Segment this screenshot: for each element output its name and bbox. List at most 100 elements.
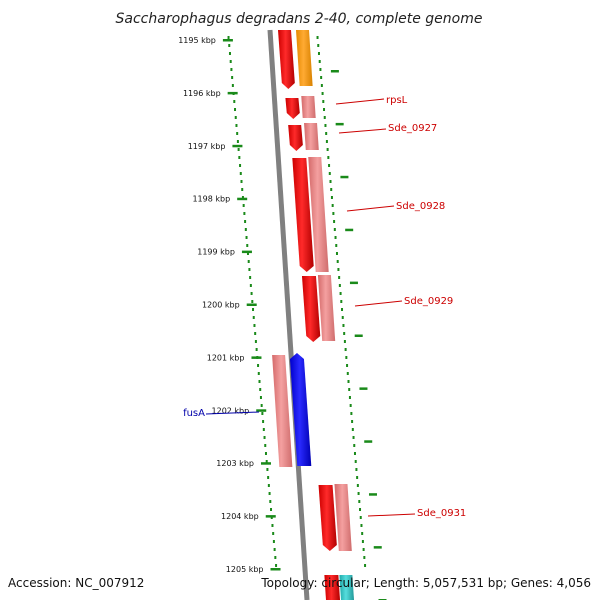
ruler-dot-right — [329, 180, 332, 183]
ruler-tick — [246, 303, 257, 306]
ruler-dot-right — [361, 532, 364, 535]
gene-label-leader — [338, 128, 387, 134]
ruler-tick — [260, 462, 271, 465]
ruler-dot-right — [322, 100, 325, 103]
ruler-dot-right — [325, 140, 328, 143]
ruler-dot-right — [333, 228, 336, 231]
ruler-tick — [237, 197, 248, 201]
ruler-dot-left — [242, 204, 245, 207]
ruler-tick — [265, 515, 276, 518]
ruler-dot-right — [346, 364, 349, 367]
ruler-dot-left — [258, 380, 261, 383]
ruler-dot-right — [318, 60, 321, 63]
ruler-dot-left — [243, 212, 246, 215]
ruler-tick-label: 1196 kbp — [183, 89, 221, 98]
ruler-tick — [251, 356, 262, 359]
ruler-dot-right — [332, 212, 335, 215]
feature-rpsL — [301, 96, 316, 118]
ruler-dot-right — [327, 156, 330, 159]
ruler-dot-left — [252, 308, 255, 311]
ruler-tick-label: 1200 kbp — [202, 301, 240, 310]
gene-arrow-sde-0931 — [318, 485, 337, 551]
ruler-dot-right — [353, 444, 356, 447]
gene-label-leader — [335, 98, 385, 105]
feature-sde-0931 — [334, 484, 352, 551]
ruler — [227, 36, 367, 567]
ruler-dot-left — [273, 548, 276, 551]
ruler-tick-label: 1198 kbp — [192, 195, 230, 204]
ruler-dot-left — [229, 60, 232, 63]
gene-track — [278, 30, 340, 600]
ruler-dot-left — [239, 172, 242, 175]
feature-cyan — [339, 575, 354, 600]
ruler-dot-right — [349, 404, 352, 407]
ruler-dot-right — [334, 236, 337, 239]
ruler-tick — [222, 39, 233, 42]
ruler-dot-right — [341, 316, 344, 319]
ruler-dot-left — [247, 260, 250, 263]
ruler-tick-label: 1203 kbp — [216, 459, 254, 468]
ruler-dot-left — [241, 196, 244, 199]
gene-arrow — [324, 575, 340, 600]
ruler-dot-left — [269, 500, 272, 503]
gene-label: Sde_0931 — [417, 508, 466, 519]
gene-label-leader — [367, 513, 416, 517]
ruler-dot-left — [260, 404, 263, 407]
ruler-dot-left — [244, 228, 247, 231]
gene-label-leader — [205, 411, 260, 415]
ruler-dot-left — [275, 564, 278, 567]
ruler-dot-left — [257, 372, 260, 375]
gene-label-leader — [346, 205, 395, 212]
ruler-dot-right — [338, 284, 341, 287]
ruler-dot-right — [335, 244, 338, 247]
ruler-dot-right — [356, 476, 359, 479]
ruler-dot-right — [360, 524, 363, 527]
ruler-dot-left — [267, 484, 270, 487]
ruler-dot-right — [362, 548, 365, 551]
ruler-dot-left — [252, 316, 255, 319]
gene-arrow — [278, 30, 295, 89]
ruler-tick-right — [330, 70, 339, 73]
ruler-dot-right — [347, 380, 350, 383]
ruler-dot-right — [351, 428, 354, 431]
gene-label: fusA — [183, 408, 205, 419]
ruler-tick-right — [354, 334, 363, 337]
gene-label: Sde_0927 — [388, 123, 437, 134]
ruler-tick-label: 1201 kbp — [207, 353, 245, 362]
ruler-tick-right — [368, 493, 377, 496]
feature-sde-0928 — [308, 157, 329, 272]
ruler-dot-left — [264, 444, 267, 447]
ruler-tick-right — [359, 387, 368, 390]
ruler-dot-right — [338, 276, 341, 279]
ruler-dot-right — [359, 508, 362, 511]
ruler-dot-left — [263, 436, 266, 439]
ruler-dot-right — [342, 324, 345, 327]
ruler-dot-left — [230, 68, 233, 71]
ruler-dot-left — [236, 132, 239, 135]
ruler-dot-right — [324, 124, 327, 127]
gene-label-leader — [354, 300, 403, 307]
ruler-dot-left — [262, 428, 265, 431]
ruler-dot-left — [246, 252, 249, 255]
ruler-dot-right — [325, 132, 328, 135]
ruler-dot-right — [336, 260, 339, 263]
ruler-tick-right — [345, 228, 354, 232]
ruler-dot-right — [363, 556, 366, 559]
ruler-tick — [232, 144, 243, 148]
ruler-dot-left — [238, 156, 241, 159]
ruler-tick-label: 1204 kbp — [221, 512, 259, 521]
ruler-dot-left — [274, 556, 277, 559]
ruler-dot-right — [343, 340, 346, 343]
ruler-tick-right — [373, 546, 382, 549]
ruler-dot-left — [272, 540, 275, 543]
ruler-dot-right — [348, 388, 351, 391]
gene-label: rpsL — [386, 95, 408, 106]
ruler-dot-right — [339, 292, 342, 295]
ruler-dot-right — [348, 396, 351, 399]
ruler-dot-left — [234, 116, 237, 119]
ruler-dot-left — [235, 124, 238, 127]
ruler-dot-right — [319, 68, 322, 71]
ruler-tick-label: 1197 kbp — [188, 142, 226, 151]
ruler-dot-right — [361, 540, 364, 543]
ruler-dot-right — [357, 492, 360, 495]
